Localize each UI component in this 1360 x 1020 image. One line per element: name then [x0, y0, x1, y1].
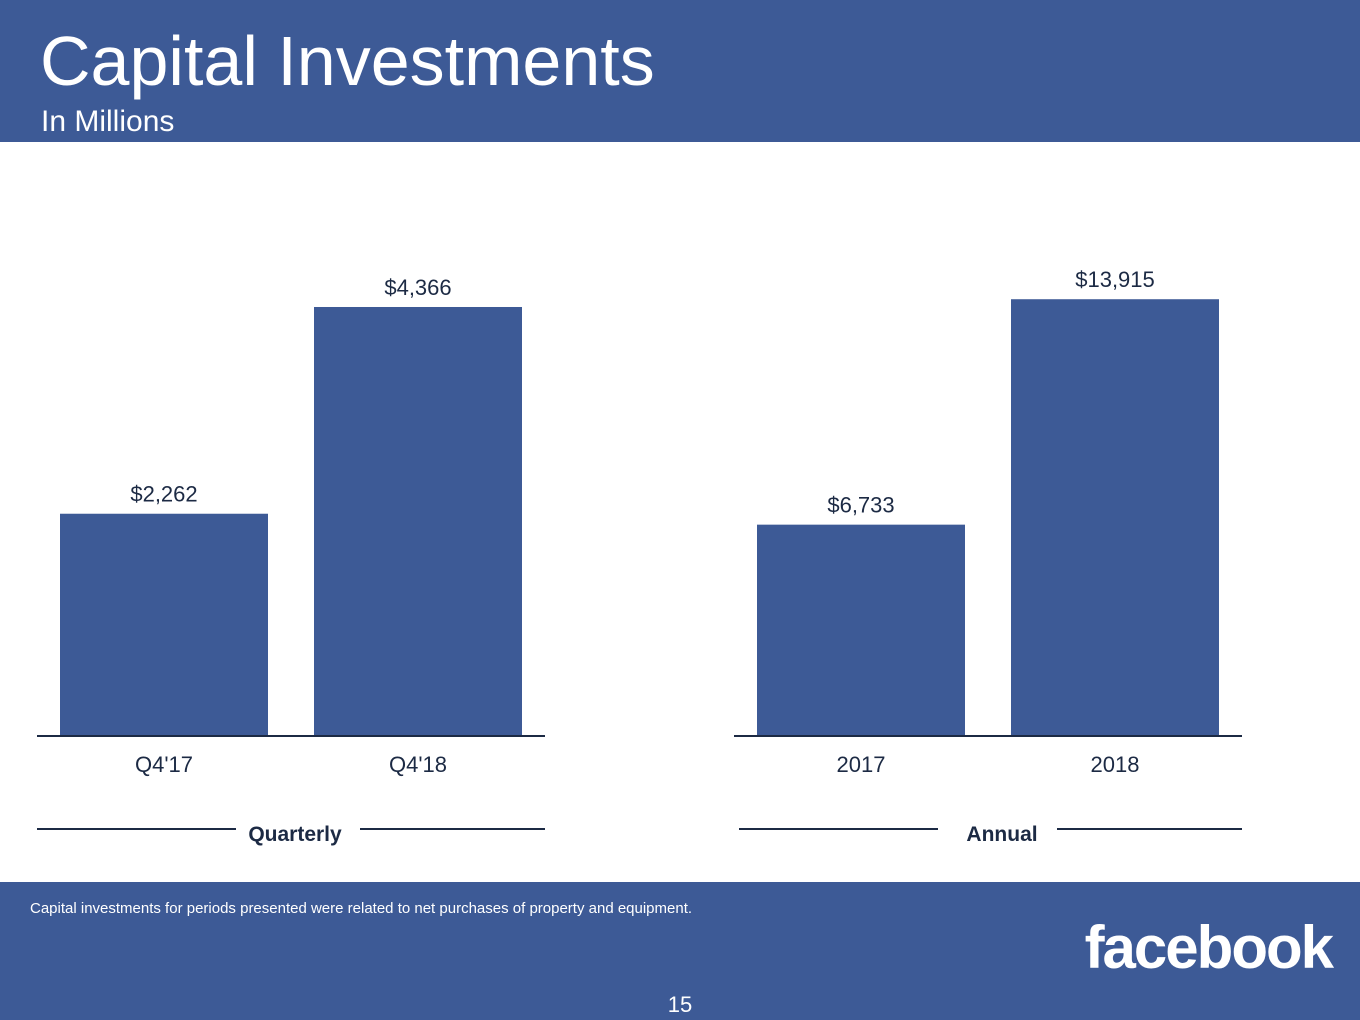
- x-tick-label: Q4'18: [389, 752, 447, 777]
- x-tick-label: 2018: [1091, 752, 1140, 777]
- slide-header: Capital Investments In Millions: [0, 0, 1360, 142]
- bar-value-label: $13,915: [1075, 267, 1155, 292]
- bar-value-label: $4,366: [384, 275, 451, 300]
- page-subtitle: In Millions: [41, 105, 175, 138]
- bar-value-label: $6,733: [827, 493, 894, 518]
- page-number: 15: [667, 992, 693, 1017]
- bar-value-label: $2,262: [130, 482, 197, 507]
- annual-section-label: Annual: [966, 823, 1038, 846]
- facebook-logo: facebook: [1084, 914, 1334, 981]
- slide-footer: Capital investments for periods presente…: [0, 882, 1360, 1020]
- bar-q417: [60, 513, 268, 736]
- bar-2017: [757, 524, 965, 736]
- footnote: Capital investments for periods presente…: [30, 900, 693, 917]
- page-title: Capital Investments: [40, 22, 655, 100]
- charts-area: $2,262 Q4'17 $4,366 Q4'18 $6,733 2017 $13,915 2…: [0, 142, 1360, 882]
- x-tick-label: Q4'17: [135, 752, 193, 777]
- bar-2018: [1011, 299, 1219, 736]
- bar-charts: $2,262 Q4'17 $4,366 Q4'18 $6,733 2017 $13,915 2…: [37, 267, 1242, 830]
- bar-q418: [314, 306, 522, 736]
- quarterly-section-label: Quarterly: [248, 823, 342, 846]
- x-tick-label: 2017: [837, 752, 886, 777]
